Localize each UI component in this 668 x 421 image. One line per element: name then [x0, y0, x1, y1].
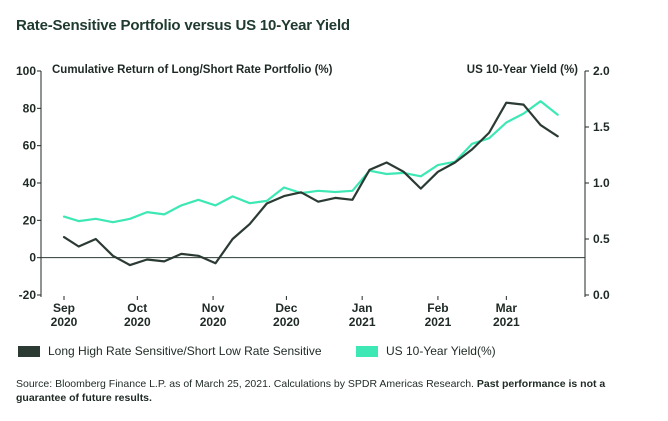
left-tick-label: 100 — [16, 64, 36, 78]
x-tick-year: 2021 — [493, 315, 520, 329]
x-tick-year: 2021 — [425, 315, 452, 329]
x-tick-month: Nov — [202, 301, 225, 315]
chart-title: Rate-Sensitive Portfolio versus US 10-Ye… — [16, 17, 350, 34]
x-tick-year: 2021 — [349, 315, 376, 329]
right-tick-label: 0.0 — [593, 288, 610, 302]
disclaimer-text: Past performance is not a guarantee of f… — [16, 378, 606, 404]
legend-swatch-portfolio — [18, 345, 40, 357]
legend-item-yield: US 10-Year Yield(%) — [356, 344, 496, 358]
series-line-yield — [62, 100, 559, 224]
x-tick-month: Mar — [496, 301, 518, 315]
right-tick-label: 1.5 — [593, 120, 610, 134]
left-axis-label: Cumulative Return of Long/Short Rate Por… — [52, 64, 333, 76]
left-tick-label: -20 — [19, 288, 37, 302]
legend-label-yield: US 10-Year Yield(%) — [386, 344, 496, 358]
series-line-portfolio — [62, 101, 559, 267]
legend-label-portfolio: Long High Rate Sensitive/Short Low Rate … — [48, 344, 322, 358]
right-tick-label: 2.0 — [593, 64, 610, 78]
right-tick-label: 0.5 — [593, 232, 610, 246]
left-tick-label: 40 — [23, 176, 37, 190]
x-tick-year: 2020 — [51, 315, 78, 329]
right-tick-label: 1.0 — [593, 176, 610, 190]
x-tick-month: Feb — [427, 301, 448, 315]
x-tick-month: Oct — [127, 301, 147, 315]
left-tick-label: 0 — [29, 251, 36, 265]
x-tick-month: Dec — [275, 301, 297, 315]
x-tick-month: Jan — [352, 301, 373, 315]
legend-swatch-yield — [356, 345, 378, 357]
x-tick-month: Sep — [53, 301, 75, 315]
x-tick-year: 2020 — [273, 315, 300, 329]
x-tick-year: 2020 — [124, 315, 151, 329]
x-tick-year: 2020 — [200, 315, 227, 329]
left-tick-label: 20 — [23, 213, 37, 227]
left-tick-label: 80 — [23, 101, 37, 115]
legend-item-portfolio: Long High Rate Sensitive/Short Low Rate … — [18, 344, 322, 358]
source-note: Source: Bloomberg Finance L.P. as of Mar… — [16, 377, 656, 405]
left-tick-label: 60 — [23, 139, 37, 153]
chart-area: Cumulative Return of Long/Short Rate Por… — [16, 64, 610, 329]
source-text: Source: Bloomberg Finance L.P. as of Mar… — [16, 378, 474, 390]
right-axis-label: US 10-Year Yield (%) — [467, 64, 578, 76]
